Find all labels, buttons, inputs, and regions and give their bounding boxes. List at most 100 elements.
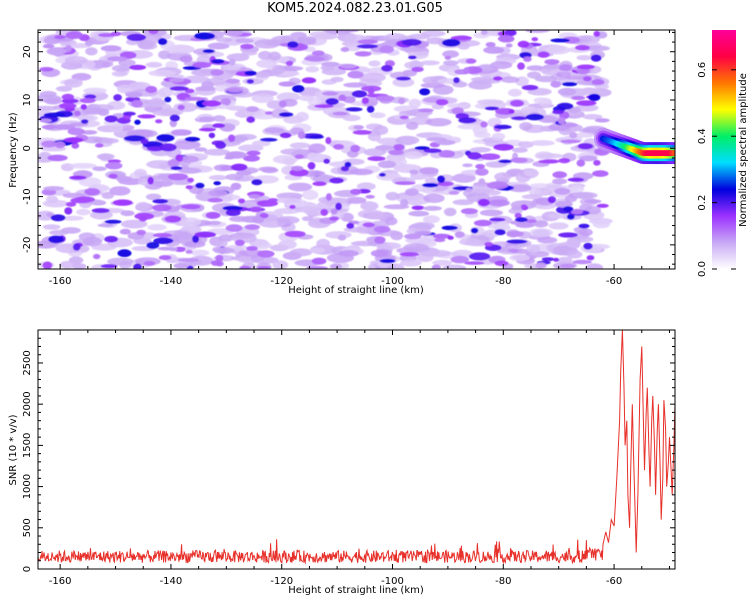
heatmap-cell [159,143,177,152]
heatmap-cell [432,233,451,239]
heatmap-cell [579,155,598,162]
heatmap-cell [187,177,194,183]
heatmap-cell [547,196,557,204]
heatmap-cell [415,112,429,119]
heatmap-cell [351,90,368,98]
heatmap-cell [248,194,261,199]
heatmap-cell [194,147,208,152]
heatmap-cell [571,95,586,101]
heatmap-cell [272,155,299,164]
heatmap-cell [405,121,419,130]
heatmap-cell [557,256,573,264]
colorbar-ticks: 0.0 0.2 0.4 0.6 [697,62,736,277]
heatmap-cell [535,262,547,269]
heatmap-cell [434,238,446,243]
y-tick-label: 2000 [22,391,33,416]
heatmap-cell [239,265,251,269]
heatmap-cell [84,188,101,196]
heatmap-cell [215,240,228,248]
heatmap-cell [558,64,573,72]
colorbar-scale [712,30,736,269]
heatmap-cell [259,137,278,142]
heatmap-cell [311,257,327,265]
heatmap-cell [348,168,373,175]
x-tick-label: -120 [270,276,293,287]
heatmap-cell [84,39,94,47]
heatmap-cell [411,205,425,211]
heatmap-cell [307,162,316,170]
heatmap-cell [556,71,572,78]
heatmap-cell [532,229,551,238]
heatmap-cell [54,124,76,130]
heatmap-cell [408,55,417,60]
heatmap-cell [246,79,254,84]
heatmap-cell [237,198,246,204]
heatmap-cell [287,41,299,48]
heatmap-cell [280,148,308,155]
heatmap-cell [450,35,472,41]
heatmap-cell [473,219,492,227]
heatmap-cell [531,37,539,42]
heatmap-cell [243,155,260,162]
heatmap-cell [146,241,160,249]
heatmap-cell [552,109,564,115]
heatmap-cell [251,93,274,104]
heatmap-cell [122,111,136,116]
heatmap-cell [419,88,431,96]
heatmap-cell [147,176,154,185]
heatmap-cell [553,257,560,262]
heatmap-cell [338,94,347,102]
heatmap-cell [376,242,402,250]
heatmap-cell [468,252,491,261]
heatmap-cell [517,40,530,48]
heatmap-cell [85,47,98,56]
heatmap-cell [158,87,174,97]
heatmap-cell [407,199,423,206]
heatmap-cell [548,222,569,230]
heatmap-cell [55,85,73,92]
heatmap-cell [520,204,528,209]
heatmap-cell [116,84,132,94]
heatmap-cell [493,143,514,151]
heatmap-cell [496,221,510,230]
x-tick-label: -140 [160,276,183,287]
heatmap-cell [309,247,326,254]
heatmap-cell [156,134,175,142]
heatmap-cell [340,166,349,172]
heatmap-cell [452,173,476,183]
heatmap-cell [244,224,260,230]
heatmap-cell [110,31,122,37]
heatmap-cell [225,224,243,232]
heatmap-cell [417,108,434,113]
heatmap-cell [107,56,128,62]
heatmap-frame [37,29,676,270]
heatmap-cell [366,105,375,113]
heatmap-cell [484,106,499,111]
heatmap-cell [251,140,271,147]
heatmap-cell [563,206,574,212]
heatmap-cell [235,38,254,44]
heatmap-cell [184,88,195,94]
heatmap-cell [167,173,189,181]
heatmap-cell [478,198,490,207]
heatmap-cell [479,153,501,160]
heatmap-cell [437,175,446,183]
heatmap-cell [244,70,257,76]
heatmap-cell [452,249,474,258]
heatmap-cell [63,137,84,143]
heatmap-cell [104,219,122,224]
heatmap-cell [541,257,555,262]
heatmap-cell [511,147,528,153]
heatmap-cell [465,58,477,64]
heatmap-cell [335,202,342,211]
heatmap-cell [312,50,325,56]
heatmap-cell [457,124,483,130]
heatmap-cell [84,94,97,99]
heatmap-cell [279,132,292,139]
heatmap-cell [377,160,396,169]
heatmap-cell [107,257,134,266]
heatmap-cell [442,50,459,58]
heatmap-cell [140,138,149,145]
heatmap-cell [251,216,265,224]
heatmap-cell [278,239,297,250]
